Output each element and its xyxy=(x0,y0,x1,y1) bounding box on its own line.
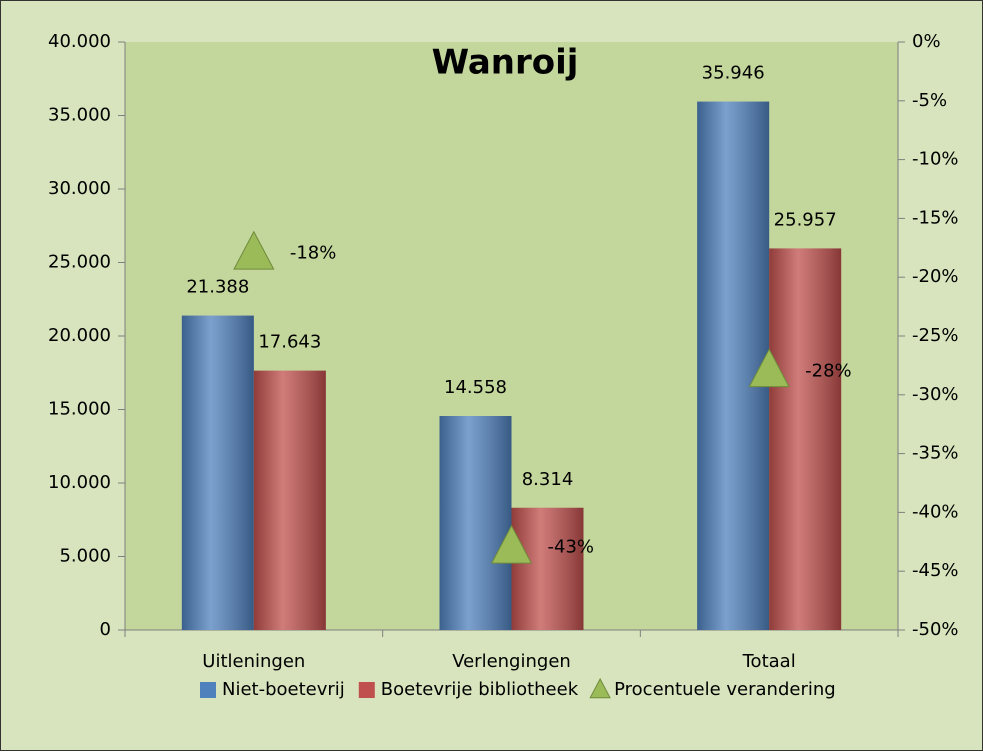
bar-shine xyxy=(181,315,254,630)
chart-title: Wanroij xyxy=(432,43,579,83)
y-tick-label: 5.000 xyxy=(59,546,111,567)
change-marker xyxy=(748,348,790,388)
data-label: 21.388 xyxy=(186,277,249,298)
data-label: -18% xyxy=(290,243,337,264)
data-label: 35.946 xyxy=(702,63,765,84)
change-marker xyxy=(233,230,275,270)
y-tick-label: 10.000 xyxy=(48,472,111,493)
bar-shine xyxy=(253,370,326,630)
legend-swatch xyxy=(358,682,375,698)
legend-label: Procentuele verandering xyxy=(614,679,836,700)
data-label: -43% xyxy=(548,537,595,558)
x-tick-label: Verlengingen xyxy=(452,651,571,672)
y2-tick-label: -25% xyxy=(912,325,959,346)
change-marker xyxy=(490,524,533,564)
y-tick-label: 15.000 xyxy=(48,399,111,420)
legend-swatch xyxy=(200,682,216,698)
bar-shine xyxy=(697,101,770,630)
y2-tick-label: -35% xyxy=(912,443,959,464)
y2-tick-label: -45% xyxy=(912,560,959,581)
data-label: -28% xyxy=(805,360,852,381)
bar-shine xyxy=(769,248,842,630)
y2-tick-label: -50% xyxy=(912,619,959,640)
legend-label: Niet-boetevrij xyxy=(222,679,345,700)
y-tick-label: 0 xyxy=(100,619,111,640)
y2-tick-label: 0% xyxy=(912,31,941,52)
y2-tick-label: -40% xyxy=(912,501,959,522)
data-label: 8.314 xyxy=(522,469,574,490)
y-tick-label: 35.000 xyxy=(48,105,111,126)
y2-tick-label: -10% xyxy=(912,149,959,170)
legend-label: Boetevrije bibliotheek xyxy=(381,679,579,700)
data-label: 14.558 xyxy=(444,377,507,398)
data-label: 17.643 xyxy=(258,332,321,353)
y-tick-label: 20.000 xyxy=(48,325,111,346)
x-tick-label: Totaal xyxy=(742,651,796,672)
y-tick-label: 30.000 xyxy=(48,178,111,199)
bar-shine xyxy=(439,415,512,630)
y-tick-label: 40.000 xyxy=(48,31,111,52)
y2-tick-label: -30% xyxy=(912,384,959,405)
bar-shine xyxy=(511,507,584,630)
x-tick-label: Uitleningen xyxy=(202,651,305,672)
y2-tick-label: -5% xyxy=(912,90,947,111)
y2-tick-label: -15% xyxy=(912,207,959,228)
y-tick-label: 25.000 xyxy=(48,252,111,273)
data-label: 25.957 xyxy=(774,209,837,230)
y2-tick-label: -20% xyxy=(912,266,959,287)
legend-swatch xyxy=(589,677,611,699)
